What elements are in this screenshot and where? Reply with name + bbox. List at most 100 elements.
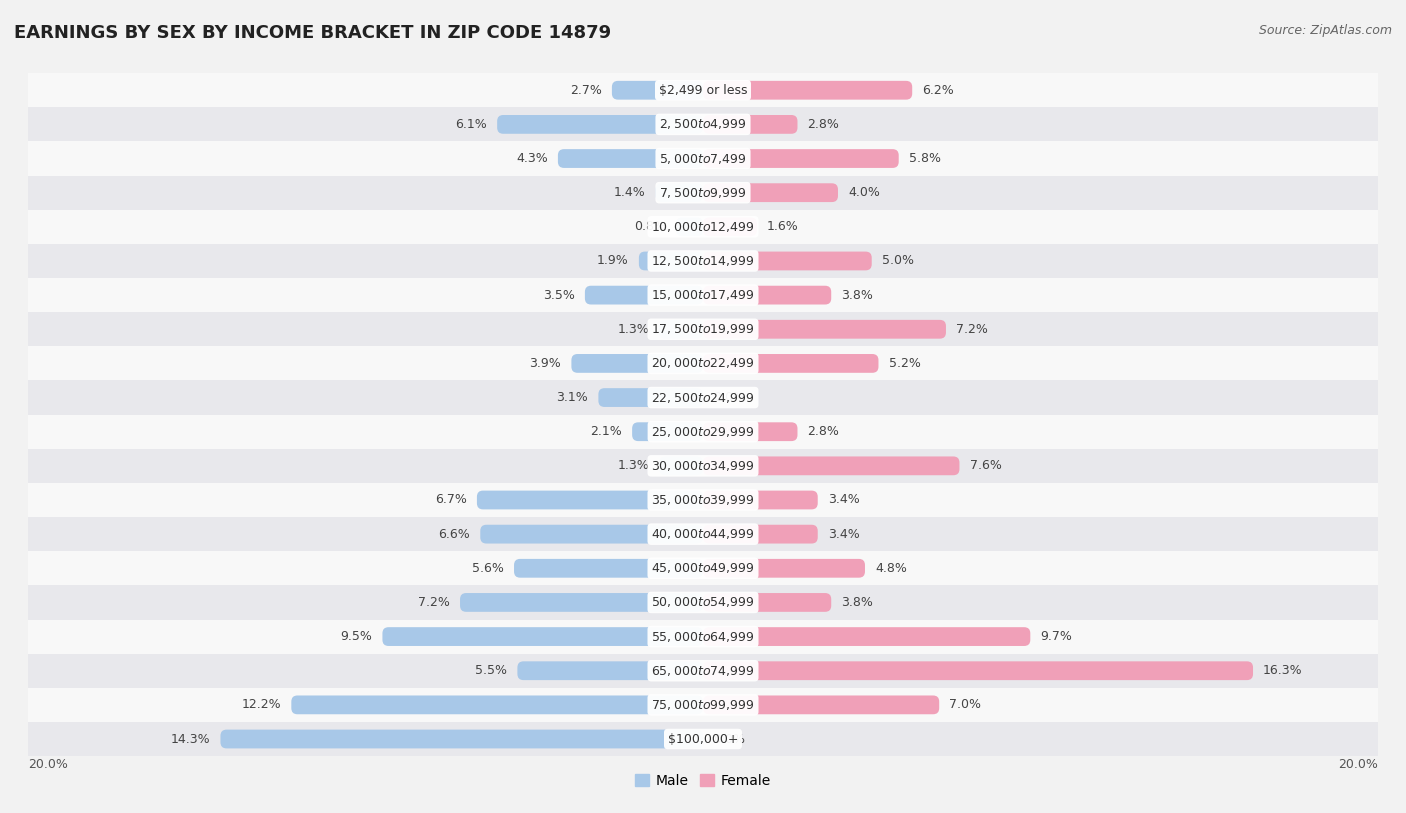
Text: 5.5%: 5.5% (475, 664, 508, 677)
Text: $2,499 or less: $2,499 or less (659, 84, 747, 97)
Text: 12.2%: 12.2% (242, 698, 281, 711)
FancyBboxPatch shape (703, 661, 1253, 680)
Text: $7,500 to $9,999: $7,500 to $9,999 (659, 185, 747, 200)
Text: 7.2%: 7.2% (956, 323, 988, 336)
Text: 3.4%: 3.4% (828, 528, 859, 541)
Text: $45,000 to $49,999: $45,000 to $49,999 (651, 561, 755, 576)
FancyBboxPatch shape (703, 695, 939, 715)
Text: 7.0%: 7.0% (949, 698, 981, 711)
Text: $50,000 to $54,999: $50,000 to $54,999 (651, 595, 755, 610)
FancyBboxPatch shape (460, 593, 703, 612)
Text: $15,000 to $17,499: $15,000 to $17,499 (651, 288, 755, 302)
Text: 9.5%: 9.5% (340, 630, 373, 643)
Text: 3.5%: 3.5% (543, 289, 575, 302)
Text: 2.1%: 2.1% (591, 425, 621, 438)
Text: 20.0%: 20.0% (1339, 758, 1378, 771)
Text: $22,500 to $24,999: $22,500 to $24,999 (651, 390, 755, 405)
Text: 6.6%: 6.6% (439, 528, 470, 541)
Bar (28, 312, 1378, 346)
Text: 1.3%: 1.3% (617, 323, 650, 336)
Bar (28, 551, 1378, 585)
FancyBboxPatch shape (571, 354, 703, 373)
FancyBboxPatch shape (703, 183, 838, 202)
FancyBboxPatch shape (703, 354, 879, 373)
Text: $25,000 to $29,999: $25,000 to $29,999 (651, 424, 755, 439)
Bar (28, 722, 1378, 756)
FancyBboxPatch shape (655, 183, 703, 202)
FancyBboxPatch shape (703, 251, 872, 271)
Text: 3.4%: 3.4% (828, 493, 859, 506)
FancyBboxPatch shape (703, 490, 818, 510)
Bar (28, 346, 1378, 380)
FancyBboxPatch shape (703, 115, 797, 134)
Bar (28, 620, 1378, 654)
Bar (28, 210, 1378, 244)
Text: 0.0%: 0.0% (713, 391, 745, 404)
FancyBboxPatch shape (659, 456, 703, 476)
FancyBboxPatch shape (638, 251, 703, 271)
Bar (28, 73, 1378, 107)
FancyBboxPatch shape (291, 695, 703, 715)
Text: $65,000 to $74,999: $65,000 to $74,999 (651, 663, 755, 678)
FancyBboxPatch shape (477, 490, 703, 510)
FancyBboxPatch shape (703, 627, 1031, 646)
FancyBboxPatch shape (585, 285, 703, 305)
FancyBboxPatch shape (703, 456, 959, 476)
FancyBboxPatch shape (703, 593, 831, 612)
Text: 2.8%: 2.8% (807, 118, 839, 131)
Bar (28, 278, 1378, 312)
Text: 4.8%: 4.8% (875, 562, 907, 575)
Text: 3.9%: 3.9% (530, 357, 561, 370)
Text: $100,000+: $100,000+ (668, 733, 738, 746)
Text: 3.8%: 3.8% (841, 289, 873, 302)
Text: 5.8%: 5.8% (908, 152, 941, 165)
Text: $75,000 to $99,999: $75,000 to $99,999 (651, 698, 755, 712)
Text: Source: ZipAtlas.com: Source: ZipAtlas.com (1258, 24, 1392, 37)
Bar (28, 449, 1378, 483)
Text: 2.8%: 2.8% (807, 425, 839, 438)
FancyBboxPatch shape (382, 627, 703, 646)
Text: $17,500 to $19,999: $17,500 to $19,999 (651, 322, 755, 337)
Text: 20.0%: 20.0% (28, 758, 67, 771)
Text: 5.0%: 5.0% (882, 254, 914, 267)
FancyBboxPatch shape (659, 320, 703, 339)
FancyBboxPatch shape (558, 149, 703, 168)
FancyBboxPatch shape (703, 524, 818, 544)
Text: $35,000 to $39,999: $35,000 to $39,999 (651, 493, 755, 507)
Text: 7.6%: 7.6% (970, 459, 1001, 472)
Text: 6.2%: 6.2% (922, 84, 955, 97)
Bar (28, 654, 1378, 688)
Text: 6.1%: 6.1% (456, 118, 486, 131)
Text: EARNINGS BY SEX BY INCOME BRACKET IN ZIP CODE 14879: EARNINGS BY SEX BY INCOME BRACKET IN ZIP… (14, 24, 612, 42)
FancyBboxPatch shape (221, 729, 703, 749)
Text: 4.3%: 4.3% (516, 152, 548, 165)
FancyBboxPatch shape (599, 388, 703, 407)
FancyBboxPatch shape (703, 217, 756, 237)
Text: 9.7%: 9.7% (1040, 630, 1073, 643)
FancyBboxPatch shape (703, 149, 898, 168)
FancyBboxPatch shape (612, 80, 703, 100)
Bar (28, 688, 1378, 722)
Bar (28, 415, 1378, 449)
Bar (28, 380, 1378, 415)
Text: 5.6%: 5.6% (472, 562, 503, 575)
Bar (28, 107, 1378, 141)
Bar (28, 483, 1378, 517)
Text: $55,000 to $64,999: $55,000 to $64,999 (651, 629, 755, 644)
Bar (28, 517, 1378, 551)
Text: $10,000 to $12,499: $10,000 to $12,499 (651, 220, 755, 234)
Text: $30,000 to $34,999: $30,000 to $34,999 (651, 459, 755, 473)
Text: 1.9%: 1.9% (598, 254, 628, 267)
FancyBboxPatch shape (517, 661, 703, 680)
Text: $2,500 to $4,999: $2,500 to $4,999 (659, 117, 747, 132)
Text: 0.0%: 0.0% (713, 733, 745, 746)
Text: 4.0%: 4.0% (848, 186, 880, 199)
Text: 0.8%: 0.8% (634, 220, 666, 233)
Text: $12,500 to $14,999: $12,500 to $14,999 (651, 254, 755, 268)
Text: 1.6%: 1.6% (768, 220, 799, 233)
FancyBboxPatch shape (633, 422, 703, 441)
FancyBboxPatch shape (498, 115, 703, 134)
FancyBboxPatch shape (481, 524, 703, 544)
Text: 3.1%: 3.1% (557, 391, 588, 404)
Legend: Male, Female: Male, Female (630, 768, 776, 793)
